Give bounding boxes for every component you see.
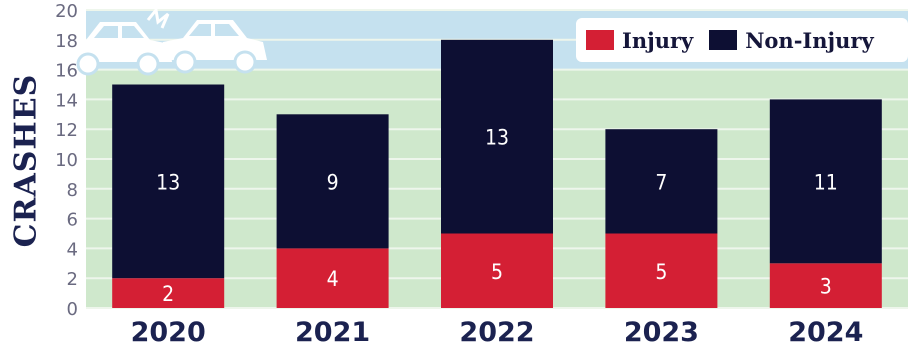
- legend-item-non-injury: Non-Injury: [709, 27, 874, 53]
- car-crash-illustration: [66, 6, 267, 76]
- car-icon: [66, 22, 172, 76]
- y-axis-label-text: CRASHES: [8, 73, 44, 247]
- data-label: 3: [820, 275, 832, 299]
- bar-non-injury-2024: [769, 99, 882, 264]
- data-label: 2: [162, 282, 174, 306]
- bar-non-injury-2020: [112, 84, 225, 279]
- y-tick-label: 16: [55, 61, 78, 82]
- y-tick-label: 8: [67, 180, 78, 201]
- data-label: 7: [655, 170, 667, 194]
- bar-non-injury-2022: [441, 39, 553, 234]
- data-label: 9: [327, 170, 339, 194]
- y-tick-label: 12: [55, 120, 78, 141]
- x-tick-label: 2023: [624, 317, 699, 347]
- legend-label-non-injury: Non-Injury: [745, 27, 874, 53]
- bar-injury-2022: [441, 233, 553, 308]
- y-tick-label: 6: [67, 210, 78, 231]
- y-tick-label: 4: [67, 239, 78, 260]
- y-tick-label: 0: [67, 299, 78, 320]
- x-tick-label: 2024: [788, 317, 863, 347]
- data-label: 13: [156, 170, 180, 194]
- x-tick-label: 2021: [295, 317, 370, 347]
- y-tick-label: 14: [55, 90, 78, 111]
- bar-injury-2021: [276, 248, 389, 308]
- data-label: 13: [485, 126, 509, 150]
- legend: Injury Non-Injury: [576, 18, 908, 62]
- y-tick-label: 20: [55, 1, 78, 22]
- bar-injury-2024: [769, 263, 882, 308]
- legend-swatch-non-injury: [709, 30, 738, 50]
- y-tick-label: 18: [55, 31, 78, 52]
- y-tick-label: 2: [67, 269, 78, 290]
- legend-swatch-injury: [586, 30, 614, 50]
- bar-non-injury-2023: [605, 129, 718, 234]
- y-tick-label: 10: [55, 150, 78, 171]
- legend-label-injury: Injury: [622, 27, 694, 53]
- data-label: 5: [655, 260, 667, 284]
- data-label: 5: [491, 260, 503, 284]
- data-label: 4: [327, 267, 339, 291]
- bar-non-injury-2021: [276, 114, 389, 249]
- bar-injury-2020: [112, 278, 225, 308]
- data-label: 11: [814, 170, 838, 194]
- legend-item-injury: Injury: [586, 28, 693, 53]
- x-tick-label: 2020: [131, 317, 206, 347]
- bar-injury-2023: [605, 233, 718, 308]
- crash-spark-icon: [146, 6, 170, 29]
- y-axis-label: CRASHES: [6, 40, 46, 280]
- car-icon: [161, 20, 267, 74]
- x-tick-label: 2022: [459, 317, 534, 347]
